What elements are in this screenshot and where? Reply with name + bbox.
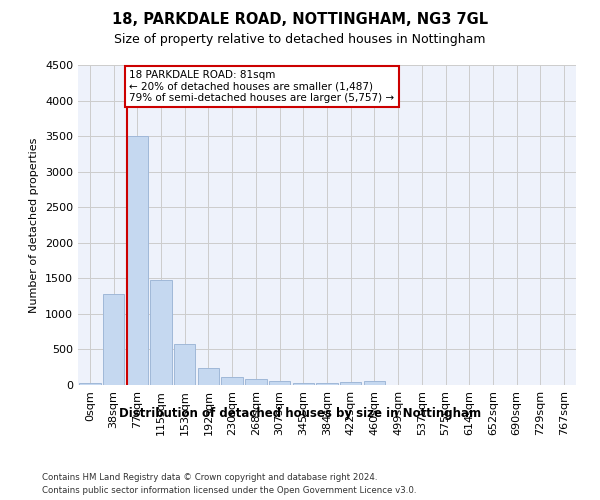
Text: Size of property relative to detached houses in Nottingham: Size of property relative to detached ho… bbox=[114, 32, 486, 46]
Bar bbox=[221, 377, 243, 385]
Bar bbox=[293, 383, 314, 385]
Text: Contains HM Land Registry data © Crown copyright and database right 2024.: Contains HM Land Registry data © Crown c… bbox=[42, 472, 377, 482]
Text: Contains public sector information licensed under the Open Government Licence v3: Contains public sector information licen… bbox=[42, 486, 416, 495]
Bar bbox=[79, 383, 101, 385]
Bar bbox=[127, 136, 148, 385]
Bar bbox=[269, 382, 290, 385]
Bar bbox=[364, 381, 385, 385]
Bar bbox=[174, 344, 196, 385]
Y-axis label: Number of detached properties: Number of detached properties bbox=[29, 138, 40, 312]
Bar bbox=[103, 294, 124, 385]
Bar bbox=[151, 280, 172, 385]
Bar bbox=[198, 368, 219, 385]
Bar bbox=[340, 382, 361, 385]
Bar bbox=[245, 379, 266, 385]
Text: 18 PARKDALE ROAD: 81sqm
← 20% of detached houses are smaller (1,487)
79% of semi: 18 PARKDALE ROAD: 81sqm ← 20% of detache… bbox=[130, 70, 395, 103]
Bar bbox=[316, 383, 338, 385]
Text: 18, PARKDALE ROAD, NOTTINGHAM, NG3 7GL: 18, PARKDALE ROAD, NOTTINGHAM, NG3 7GL bbox=[112, 12, 488, 28]
Text: Distribution of detached houses by size in Nottingham: Distribution of detached houses by size … bbox=[119, 408, 481, 420]
